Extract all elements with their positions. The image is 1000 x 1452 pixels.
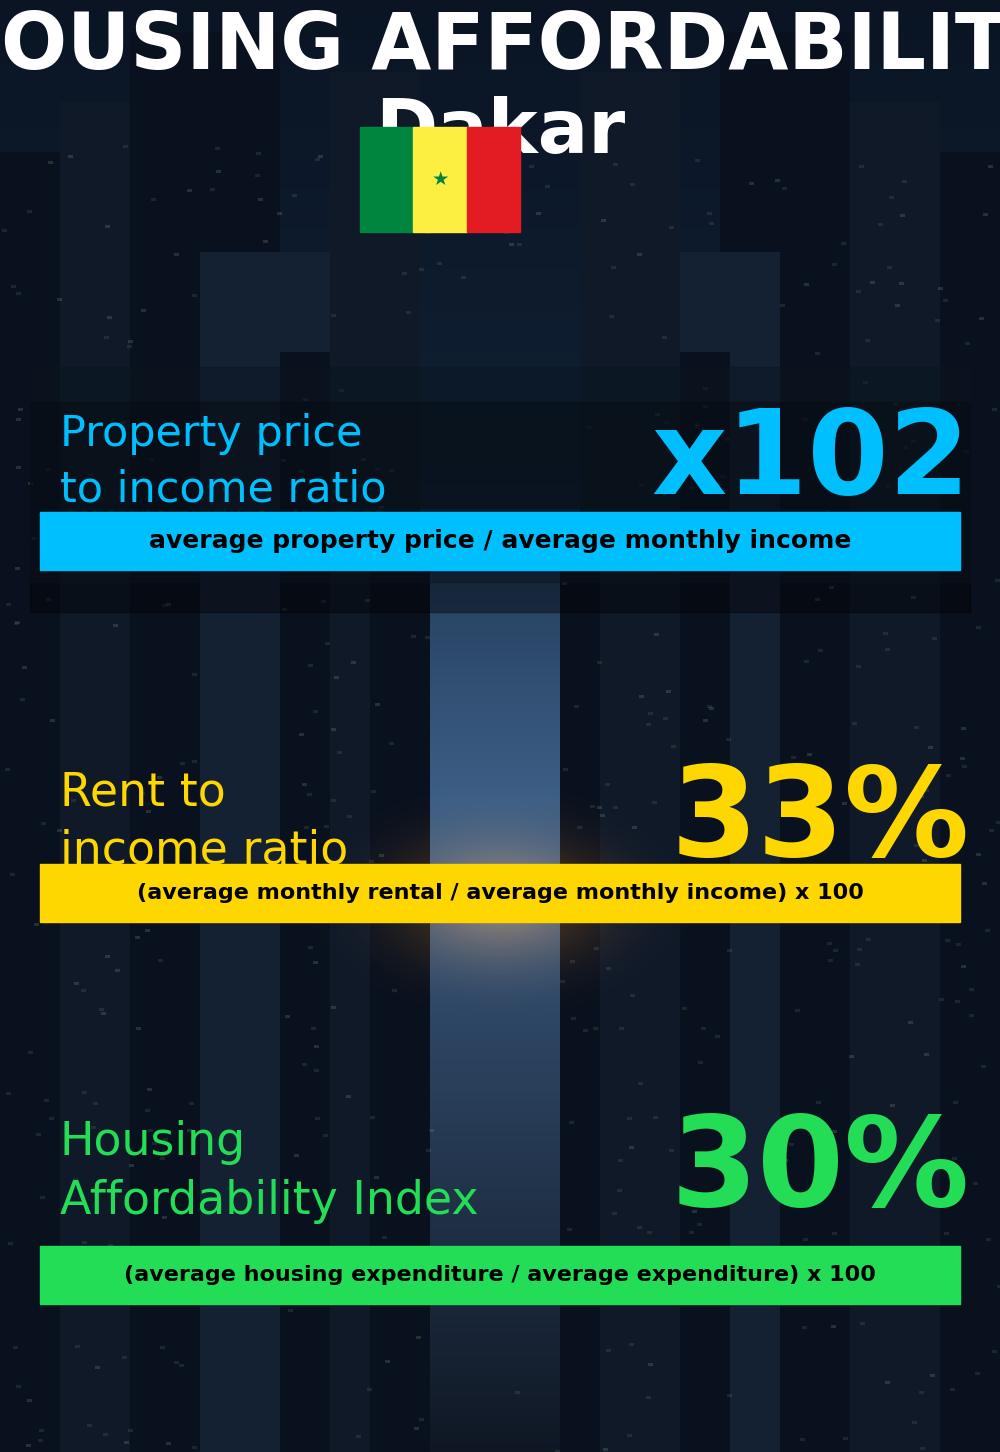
Text: (average housing expenditure / average expenditure) x 100: (average housing expenditure / average e… bbox=[124, 1265, 876, 1285]
Bar bbox=[467, 126, 520, 232]
Text: 33%: 33% bbox=[671, 761, 970, 883]
Text: average property price / average monthly income: average property price / average monthly… bbox=[149, 529, 851, 553]
Text: Property price
to income ratio: Property price to income ratio bbox=[60, 414, 386, 511]
Text: (average monthly rental / average monthly income) x 100: (average monthly rental / average monthl… bbox=[137, 883, 863, 903]
Bar bbox=[40, 513, 960, 571]
Text: Housing
Affordability Index: Housing Affordability Index bbox=[60, 1119, 479, 1224]
Bar bbox=[30, 402, 970, 611]
Bar bbox=[360, 126, 413, 232]
Bar bbox=[413, 126, 467, 232]
Text: Dakar: Dakar bbox=[375, 96, 625, 168]
Text: ★: ★ bbox=[431, 170, 449, 189]
Text: Rent to
income ratio: Rent to income ratio bbox=[60, 770, 348, 874]
Bar bbox=[40, 1246, 960, 1304]
Text: 30%: 30% bbox=[671, 1111, 970, 1233]
Bar bbox=[40, 864, 960, 922]
Text: HOUSING AFFORDABILITY: HOUSING AFFORDABILITY bbox=[0, 9, 1000, 86]
Bar bbox=[30, 367, 970, 582]
Text: x102: x102 bbox=[651, 405, 970, 520]
